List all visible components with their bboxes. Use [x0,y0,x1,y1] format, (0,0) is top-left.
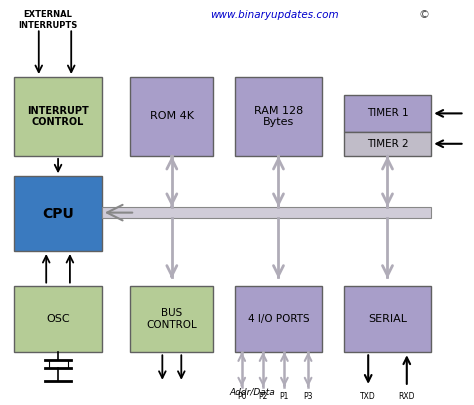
Text: BUS
CONTROL: BUS CONTROL [146,308,197,330]
Text: P2: P2 [258,392,268,401]
Text: SERIAL: SERIAL [368,314,407,324]
Text: RAM 128
Bytes: RAM 128 Bytes [254,106,303,127]
Text: RXD: RXD [399,392,415,401]
Text: P3: P3 [303,392,313,401]
FancyBboxPatch shape [235,77,322,156]
FancyBboxPatch shape [344,286,431,352]
Text: TIMER 2: TIMER 2 [367,139,408,149]
Text: Addr/Data: Addr/Data [230,388,276,397]
Text: ROM 4K: ROM 4K [150,111,194,122]
FancyBboxPatch shape [14,77,102,156]
Text: EXTERNAL
INTERRUPTS: EXTERNAL INTERRUPTS [18,10,77,30]
Text: INTERRUPT
CONTROL: INTERRUPT CONTROL [27,106,89,127]
FancyBboxPatch shape [14,176,102,251]
Text: TIMER 1: TIMER 1 [367,109,408,118]
Text: www.binaryupdates.com: www.binaryupdates.com [210,10,339,20]
Text: P0: P0 [237,392,246,401]
FancyBboxPatch shape [130,77,213,156]
FancyBboxPatch shape [235,286,322,352]
Text: 4 I/O PORTS: 4 I/O PORTS [247,314,310,324]
FancyBboxPatch shape [344,132,431,156]
Text: ©: © [419,10,430,20]
Text: TXD: TXD [360,392,376,401]
Bar [48,360,67,368]
FancyBboxPatch shape [14,286,102,352]
Text: CPU: CPU [42,207,74,221]
Text: OSC: OSC [46,314,70,324]
FancyBboxPatch shape [130,286,213,352]
Text: P1: P1 [280,392,289,401]
FancyBboxPatch shape [344,95,431,132]
Bar [102,207,431,218]
